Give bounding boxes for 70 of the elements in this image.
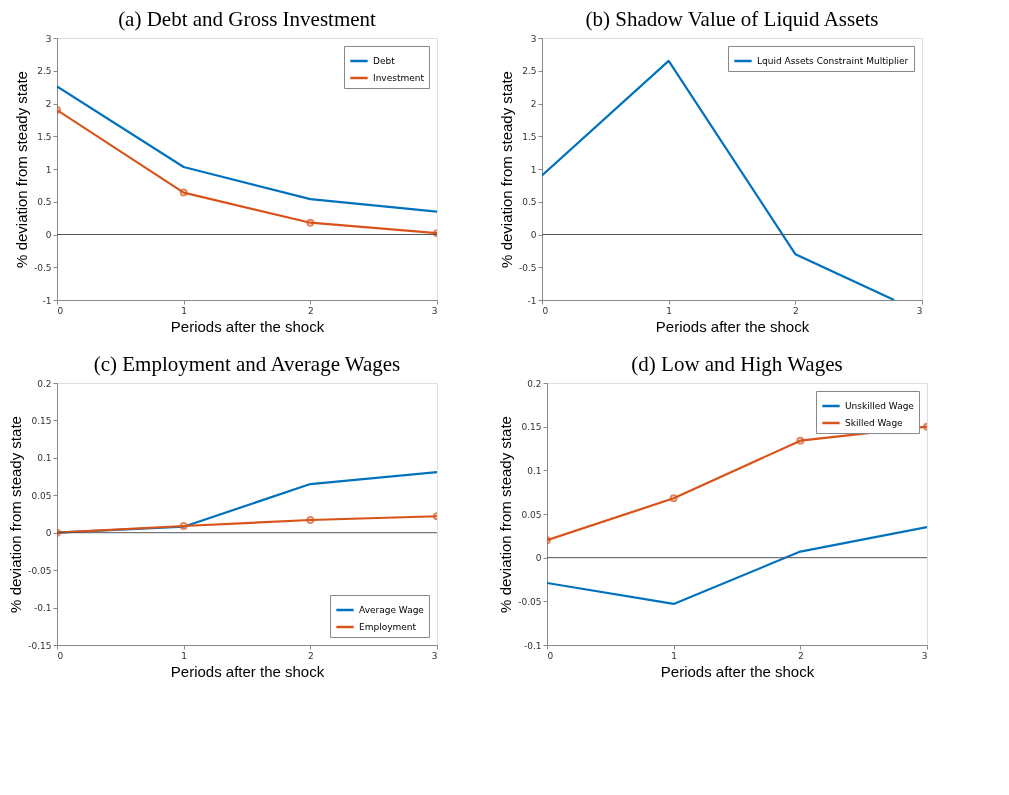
y-tick-label: 2.5 bbox=[522, 66, 537, 77]
y-tick-label: 1 bbox=[530, 164, 537, 175]
x-tick-label: 2 bbox=[792, 305, 799, 316]
y-axis-title: % deviation from steady state bbox=[497, 416, 515, 613]
x-tick-label: 2 bbox=[797, 650, 804, 661]
legend-label: Investment bbox=[373, 73, 425, 83]
x-tick-label: 0 bbox=[542, 305, 549, 316]
y-tick-label: 0 bbox=[535, 553, 542, 564]
chart-title: (b) Shadow Value of Liquid Assets bbox=[585, 7, 879, 31]
x-tick-label: 0 bbox=[547, 650, 554, 661]
x-tick-label: 3 bbox=[431, 650, 438, 661]
x-tick-label: 2 bbox=[307, 650, 314, 661]
x-tick-label: 2 bbox=[307, 305, 314, 316]
y-tick-label: 0.1 bbox=[527, 465, 542, 476]
y-tick-label: 2 bbox=[45, 99, 52, 109]
legend-label: Skilled Wage bbox=[845, 418, 904, 428]
x-tick-label: 1 bbox=[671, 650, 678, 661]
chart-title: (a) Debt and Gross Investment bbox=[118, 7, 377, 31]
x-tick-label: 3 bbox=[921, 650, 928, 661]
y-tick-label: 0.1 bbox=[37, 453, 52, 464]
legend-label: Employment bbox=[359, 622, 417, 632]
y-tick-label: 1 bbox=[45, 164, 52, 175]
y-tick-label: 2 bbox=[530, 99, 537, 109]
legend-label: Debt bbox=[373, 56, 396, 66]
y-axis-title: % deviation from steady state bbox=[497, 71, 515, 268]
y-tick-label: 0.05 bbox=[31, 490, 52, 501]
y-tick-label: -0.05 bbox=[518, 596, 542, 607]
y-tick-label: -0.15 bbox=[28, 640, 52, 651]
y-axis-title: % deviation from steady state bbox=[12, 71, 30, 268]
y-tick-label: -0.5 bbox=[518, 262, 537, 273]
y-tick-label: 0 bbox=[45, 230, 52, 240]
y-tick-label: 0.05 bbox=[521, 509, 542, 520]
legend-label: Unskilled Wage bbox=[845, 401, 915, 411]
x-tick-label: 3 bbox=[916, 305, 923, 316]
x-axis-title: Periods after the shock bbox=[170, 317, 325, 335]
y-tick-label: 1.5 bbox=[37, 131, 52, 142]
y-tick-label: 0.15 bbox=[521, 422, 542, 433]
y-tick-label: 0.15 bbox=[31, 415, 52, 426]
y-tick-label: 2.5 bbox=[37, 66, 52, 77]
x-tick-label: 0 bbox=[57, 650, 64, 661]
y-tick-label: 1.5 bbox=[522, 131, 537, 142]
x-tick-label: 1 bbox=[181, 305, 188, 316]
x-axis-title: Periods after the shock bbox=[170, 662, 325, 680]
x-tick-label: 1 bbox=[666, 305, 673, 316]
y-tick-label: 0.5 bbox=[522, 197, 537, 208]
line-series bbox=[547, 526, 927, 606]
y-tick-label: 3 bbox=[45, 33, 52, 44]
chart-title: (d) Low and High Wages bbox=[631, 352, 843, 376]
x-axis-title: Periods after the shock bbox=[655, 317, 810, 335]
x-tick-label: 1 bbox=[181, 650, 188, 661]
x-tick-label: 3 bbox=[431, 305, 438, 316]
y-tick-label: -1 bbox=[42, 295, 52, 306]
y-tick-label: 0 bbox=[530, 230, 537, 240]
legend-label: Average Wage bbox=[359, 605, 425, 615]
y-tick-label: -0.1 bbox=[523, 640, 542, 651]
y-tick-label: 0.5 bbox=[37, 197, 52, 208]
y-axis-title: % deviation from steady state bbox=[7, 416, 25, 613]
chart-title: (c) Employment and Average Wages bbox=[93, 352, 401, 376]
y-tick-label: 0.2 bbox=[527, 378, 542, 389]
legend-label: Lquid Assets Constraint Multiplier bbox=[757, 56, 909, 66]
y-tick-label: -1 bbox=[527, 295, 537, 306]
y-tick-label: 3 bbox=[530, 33, 537, 44]
y-tick-label: 0.2 bbox=[37, 378, 52, 389]
line-series bbox=[57, 85, 437, 213]
x-tick-label: 0 bbox=[57, 305, 64, 316]
y-tick-label: -0.05 bbox=[28, 565, 52, 576]
y-tick-label: -0.1 bbox=[33, 603, 52, 614]
y-tick-label: 0 bbox=[45, 528, 52, 539]
y-tick-label: -0.5 bbox=[33, 262, 52, 273]
x-axis-title: Periods after the shock bbox=[660, 662, 815, 680]
